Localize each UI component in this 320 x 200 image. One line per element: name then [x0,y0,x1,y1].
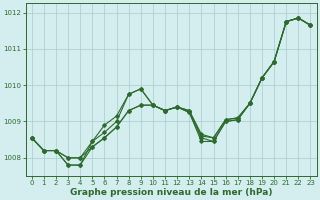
X-axis label: Graphe pression niveau de la mer (hPa): Graphe pression niveau de la mer (hPa) [70,188,272,197]
